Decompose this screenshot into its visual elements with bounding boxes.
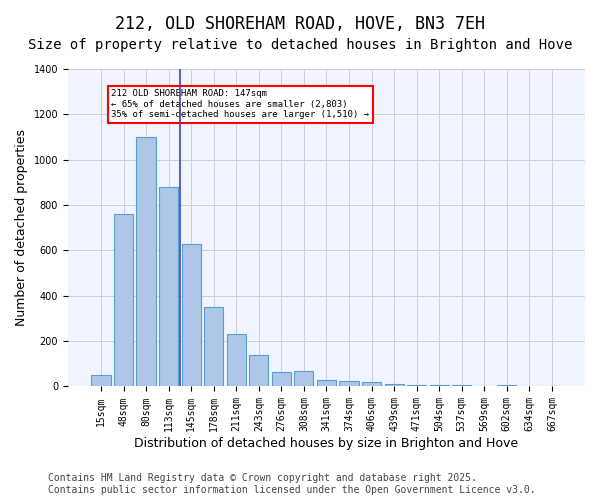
- Text: Size of property relative to detached houses in Brighton and Hove: Size of property relative to detached ho…: [28, 38, 572, 52]
- Bar: [272, 372, 291, 386]
- Bar: [317, 380, 336, 386]
- Bar: [340, 381, 359, 386]
- Bar: [362, 382, 381, 386]
- Bar: [407, 384, 426, 386]
- Text: 212, OLD SHOREHAM ROAD, HOVE, BN3 7EH: 212, OLD SHOREHAM ROAD, HOVE, BN3 7EH: [115, 15, 485, 33]
- Bar: [497, 384, 517, 386]
- Bar: [136, 137, 155, 386]
- Bar: [91, 375, 110, 386]
- X-axis label: Distribution of detached houses by size in Brighton and Hove: Distribution of detached houses by size …: [134, 437, 518, 450]
- Bar: [182, 244, 201, 386]
- Text: 212 OLD SHOREHAM ROAD: 147sqm
← 65% of detached houses are smaller (2,803)
35% o: 212 OLD SHOREHAM ROAD: 147sqm ← 65% of d…: [111, 90, 369, 119]
- Bar: [227, 334, 246, 386]
- Y-axis label: Number of detached properties: Number of detached properties: [15, 129, 28, 326]
- Bar: [295, 370, 313, 386]
- Bar: [159, 187, 178, 386]
- Bar: [114, 214, 133, 386]
- Bar: [249, 354, 268, 386]
- Bar: [385, 384, 404, 386]
- Text: Contains HM Land Registry data © Crown copyright and database right 2025.
Contai: Contains HM Land Registry data © Crown c…: [48, 474, 536, 495]
- Bar: [204, 307, 223, 386]
